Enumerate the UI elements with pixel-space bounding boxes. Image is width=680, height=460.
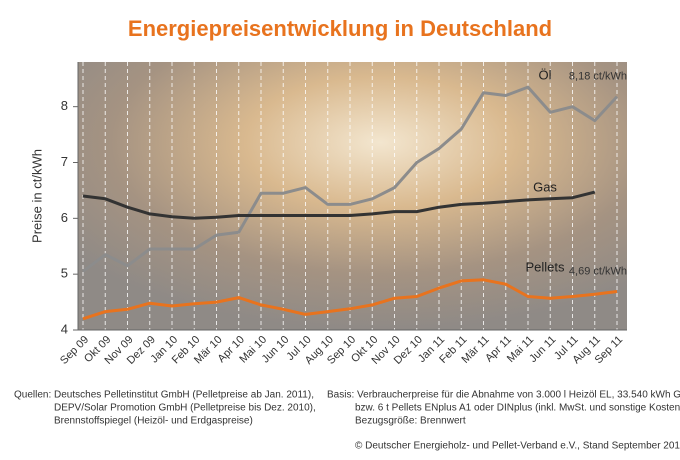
y-tick-label: 5	[61, 266, 68, 281]
series-line	[82, 278, 618, 321]
plot-background	[78, 62, 627, 330]
y-tick-label: 4	[61, 321, 68, 336]
source-note: Brennstoffspiegel (Heizöl- und Erdgaspre…	[54, 416, 253, 427]
y-tick-label: 6	[61, 210, 68, 225]
basis-note: Basis: Verbraucherpreise für die Abnahme…	[327, 390, 680, 401]
series-label: Pellets	[525, 259, 565, 274]
basis-note: Bezugsgröße: Brennwert	[355, 416, 466, 427]
series-label: Öl	[539, 67, 552, 82]
series-label: Gas	[533, 179, 557, 194]
y-tick-label: 8	[61, 98, 68, 113]
value-label: 4,69 ct/kWh	[569, 265, 627, 277]
basis-note: bzw. 6 t Pellets ENplus A1 oder DINplus …	[355, 403, 680, 414]
source-note: DEPV/Solar Promotion GmbH (Pelletpreise …	[54, 403, 316, 414]
y-tick-label: 7	[61, 154, 68, 169]
series-line	[82, 190, 596, 220]
copyright: © Deutscher Energieholz- und Pellet-Verb…	[355, 441, 680, 452]
source-note: Quellen: Deutsches Pelletinstitut GmbH (…	[14, 390, 314, 401]
value-label: 8,18 ct/kWh	[569, 71, 627, 83]
series-line	[82, 85, 619, 273]
chart-title: Energiepreisentwicklung in Deutschland	[128, 16, 552, 41]
y-axis-label: Preise in ct/kWh	[29, 149, 44, 243]
